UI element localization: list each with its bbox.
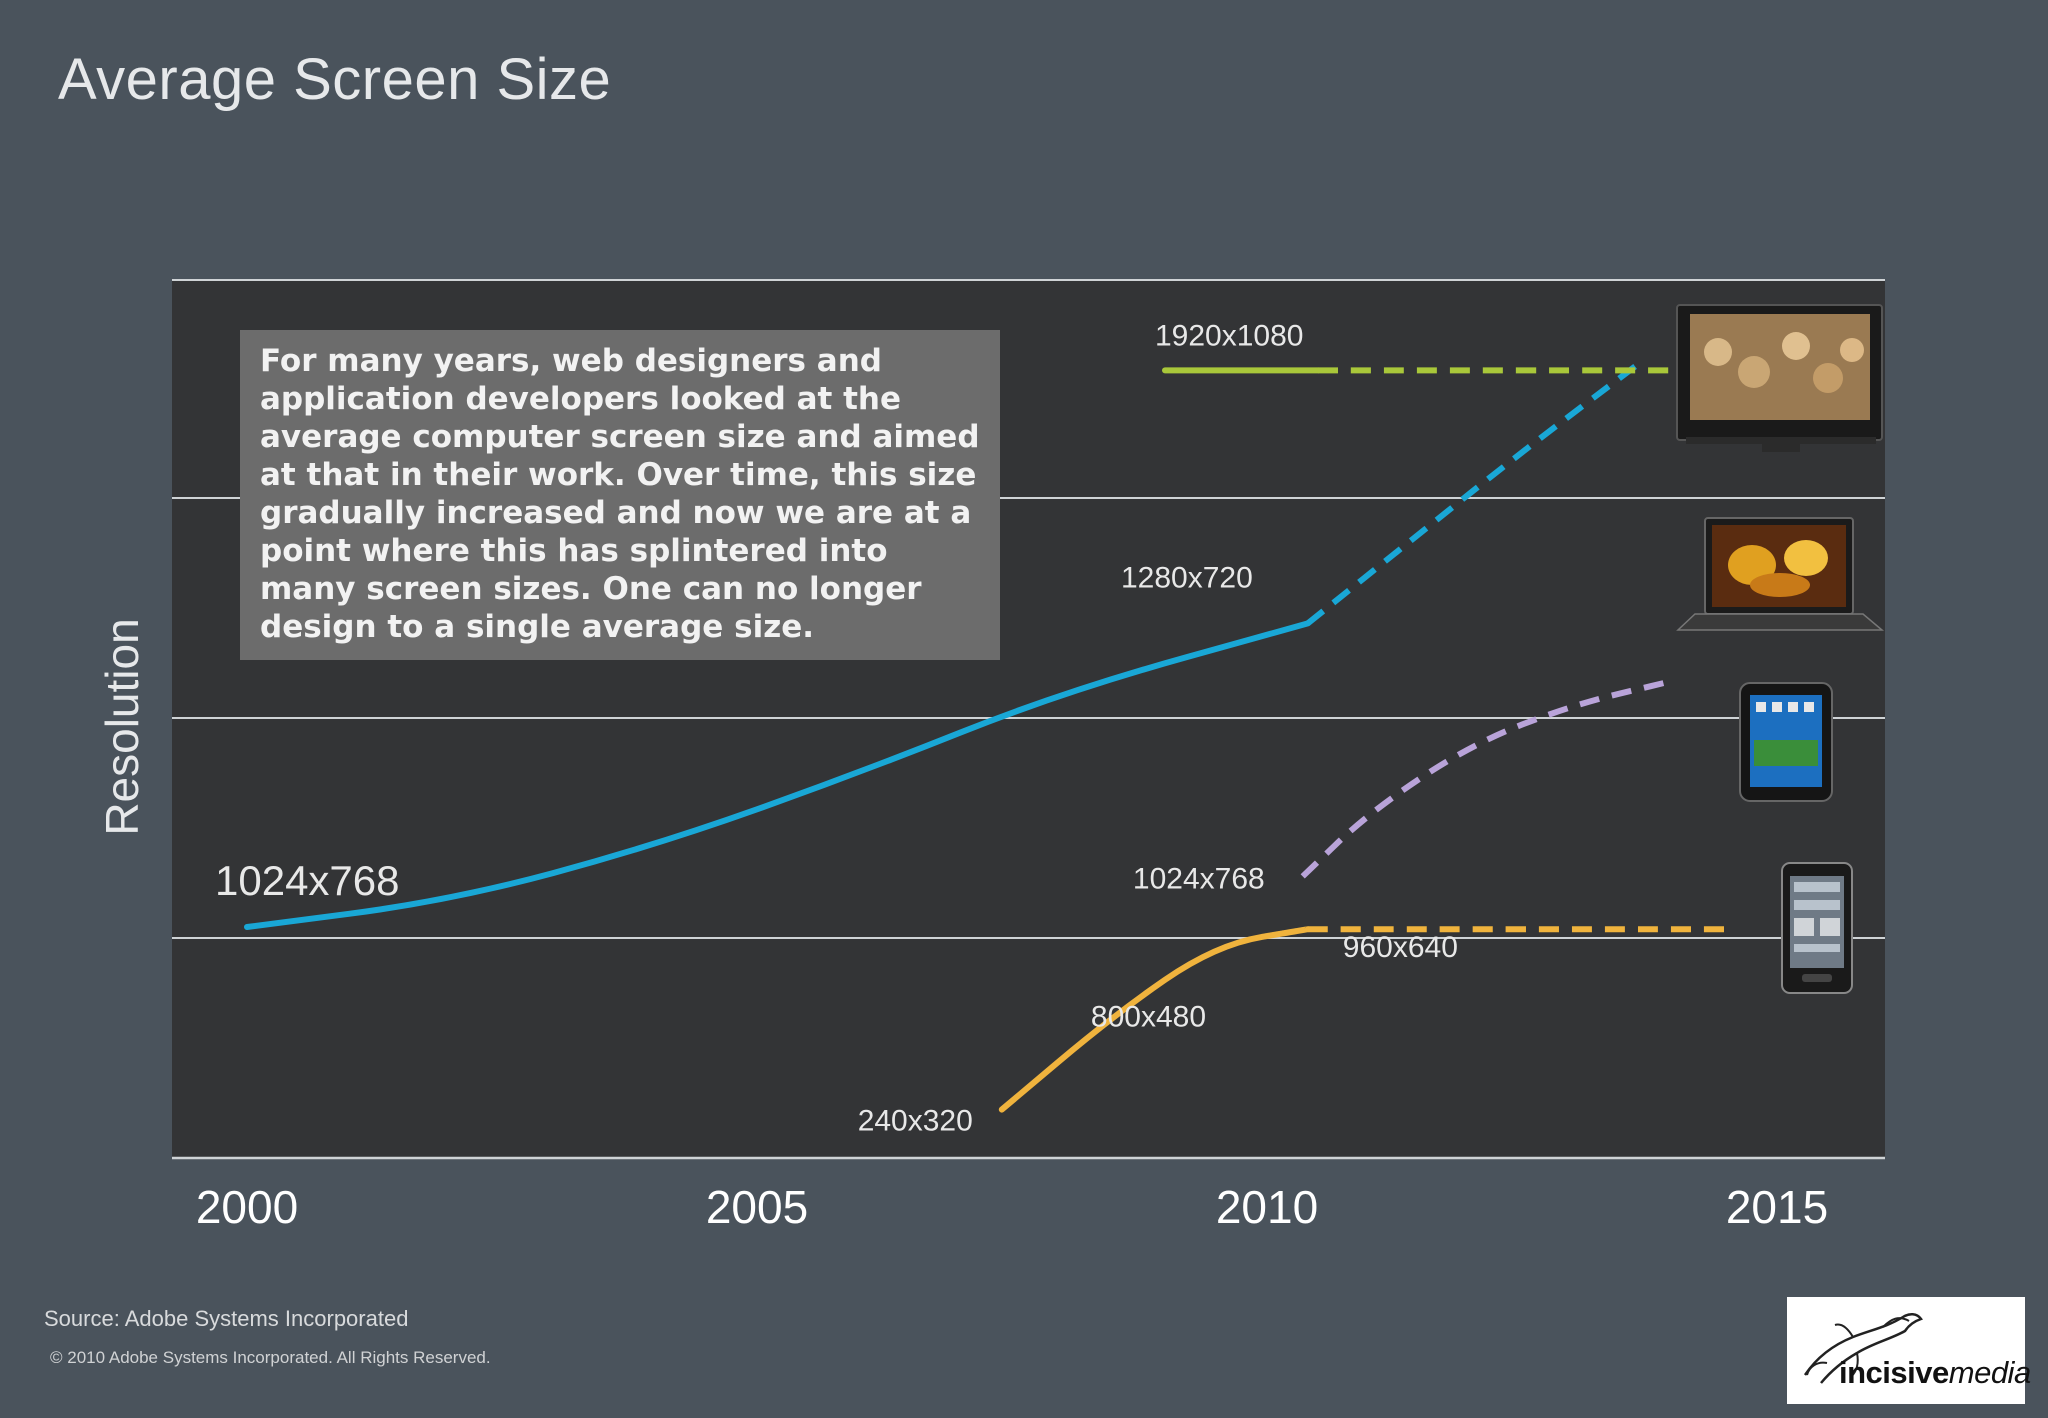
data-labels: 1024x768 1280x720 1024x768 240x320 800x480 96…	[215, 319, 1458, 1137]
tablet-data-label: 1024x768	[1133, 862, 1265, 895]
tablet-series-dashed-line	[1300, 679, 1666, 879]
tv-icon	[1676, 304, 1883, 452]
desktop-series-dashed-line	[1305, 357, 1647, 626]
desktop-data-label: 1280x720	[1121, 561, 1253, 594]
mobile-data-label: 800x480	[1091, 1001, 1206, 1034]
desktop-series-solid-line	[244, 620, 1311, 930]
x-tick-label: 2015	[1726, 1181, 1828, 1233]
tablet-icon	[1739, 682, 1833, 802]
grid-lines	[172, 279, 1885, 1160]
x-tick-label: 2000	[196, 1181, 298, 1233]
copyright-text: © 2010 Adobe Systems Incorporated. All R…	[50, 1348, 491, 1367]
mobile-data-label: 240x320	[858, 1105, 973, 1138]
incisive-media-logo: incisivemedia	[1787, 1297, 2031, 1404]
x-tick-labels: 2000 2005 2010 2015	[196, 1181, 1828, 1233]
smartphone-icon	[1781, 862, 1853, 994]
x-tick-label: 2010	[1216, 1181, 1318, 1233]
tv-data-label: 1920x1080	[1155, 319, 1303, 352]
series-layer	[244, 357, 1726, 1113]
x-tick-label: 2005	[706, 1181, 808, 1233]
slide-title: Average Screen Size	[58, 47, 612, 112]
y-axis-label: Resolution	[96, 618, 148, 835]
desktop-data-label: 1024x768	[215, 857, 400, 904]
logo-italic: media	[1948, 1355, 2031, 1390]
laptop-icon	[1676, 517, 1885, 631]
source-text: Source: Adobe Systems Incorporated	[44, 1306, 409, 1331]
mobile-series-solid-line	[998, 926, 1311, 1113]
logo-wordmark: incisivemedia	[1839, 1355, 2031, 1391]
callout-text-box: For many years, web designers and applic…	[240, 330, 1000, 660]
mobile-data-label: 960x640	[1343, 931, 1458, 964]
logo-bold: incisive	[1839, 1355, 1949, 1390]
gecko-icon	[1803, 1313, 1923, 1384]
